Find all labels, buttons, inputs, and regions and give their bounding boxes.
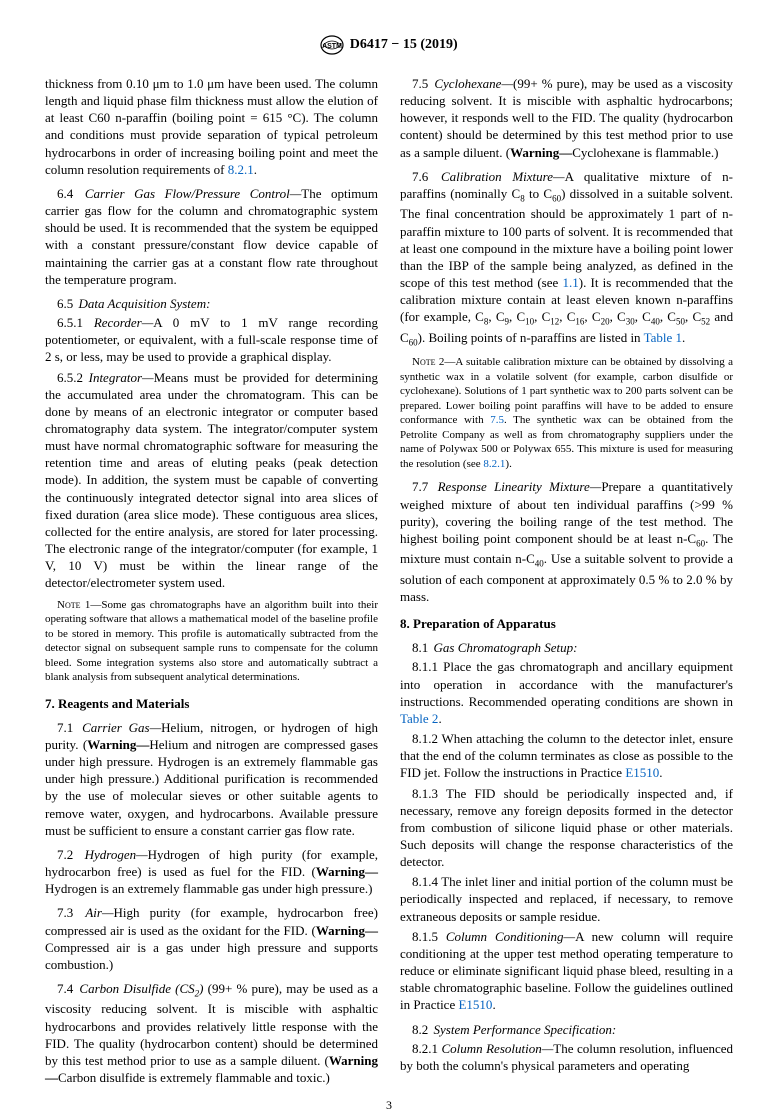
sec-7-1: 7.1 Carrier Gas—Helium, nitrogen, or hyd… [45, 719, 378, 839]
sec-8-2-1: 8.2.1 Column Resolution—The column resol… [400, 1040, 733, 1074]
sec-8-2: 8.2 System Performance Specification: [400, 1021, 733, 1038]
sec-8-1-5: 8.1.5 Column Conditioning—A new column w… [400, 928, 733, 1014]
link-1-1: 1.1 [562, 275, 578, 290]
sec-7-7: 7.7 Response Linearity Mixture—Prepare a… [400, 478, 733, 605]
sec-8-1-1: 8.1.1 Place the gas chromatograph and an… [400, 658, 733, 727]
sec-7-head: 7. Reagents and Materials [45, 695, 378, 712]
sec-7-4: 7.4 Carbon Disulfide (CS2) (99+ % pure),… [45, 980, 378, 1086]
link-e1510: E1510 [625, 765, 659, 780]
astm-logo: ASTM [320, 35, 344, 55]
page-number: 3 [45, 1098, 733, 1114]
page-header: ASTM D6417 − 15 (2019) [45, 35, 733, 55]
body-columns: thickness from 0.10 μm to 1.0 μm have be… [45, 75, 733, 1086]
sec-7-3: 7.3 Air—High purity (for example, hydroc… [45, 904, 378, 973]
link-7-5: 7.5 [490, 414, 504, 426]
sec-8-head: 8. Preparation of Apparatus [400, 615, 733, 632]
sec-8-1-3: 8.1.3 The FID should be periodically ins… [400, 785, 733, 871]
sec-7-2: 7.2 Hydrogen—Hydrogen of high purity (fo… [45, 846, 378, 897]
sec-6-4: 6.4 Carrier Gas Flow/Pressure Control—Th… [45, 185, 378, 288]
sec-8-1-2: 8.1.2 When attaching the column to the d… [400, 730, 733, 781]
link-table-1: Table 1 [644, 330, 682, 345]
link-table-2: Table 2 [400, 711, 438, 726]
sec-7-6: 7.6 Calibration Mixture—A qualitative mi… [400, 168, 733, 350]
note-1: Note 1—Some gas chromatographs have an a… [45, 598, 378, 685]
link-821b: 8.2.1 [483, 458, 505, 470]
svg-text:ASTM: ASTM [322, 43, 342, 50]
sec-6-5-2: 6.5.2 Integrator—Means must be provided … [45, 369, 378, 592]
page: ASTM D6417 − 15 (2019) thickness from 0.… [0, 0, 778, 1041]
note-2: Note 2—A suitable calibration mixture ca… [400, 355, 733, 471]
para-thickness: thickness from 0.10 μm to 1.0 μm have be… [45, 75, 378, 178]
sec-8-1-4: 8.1.4 The inlet liner and initial portio… [400, 873, 733, 924]
designation: D6417 − 15 (2019) [350, 37, 458, 52]
sec-6-5: 6.5 Data Acquisition System: [45, 295, 378, 312]
sec-6-5-1: 6.5.1 Recorder—A 0 mV to 1 mV range reco… [45, 314, 378, 365]
sec-7-5: 7.5 Cyclohexane—(99+ % pure), may be use… [400, 75, 733, 161]
link-821: 8.2.1 [228, 162, 254, 177]
link-e1510b: E1510 [458, 997, 492, 1012]
sec-8-1: 8.1 Gas Chromatograph Setup: [400, 639, 733, 656]
